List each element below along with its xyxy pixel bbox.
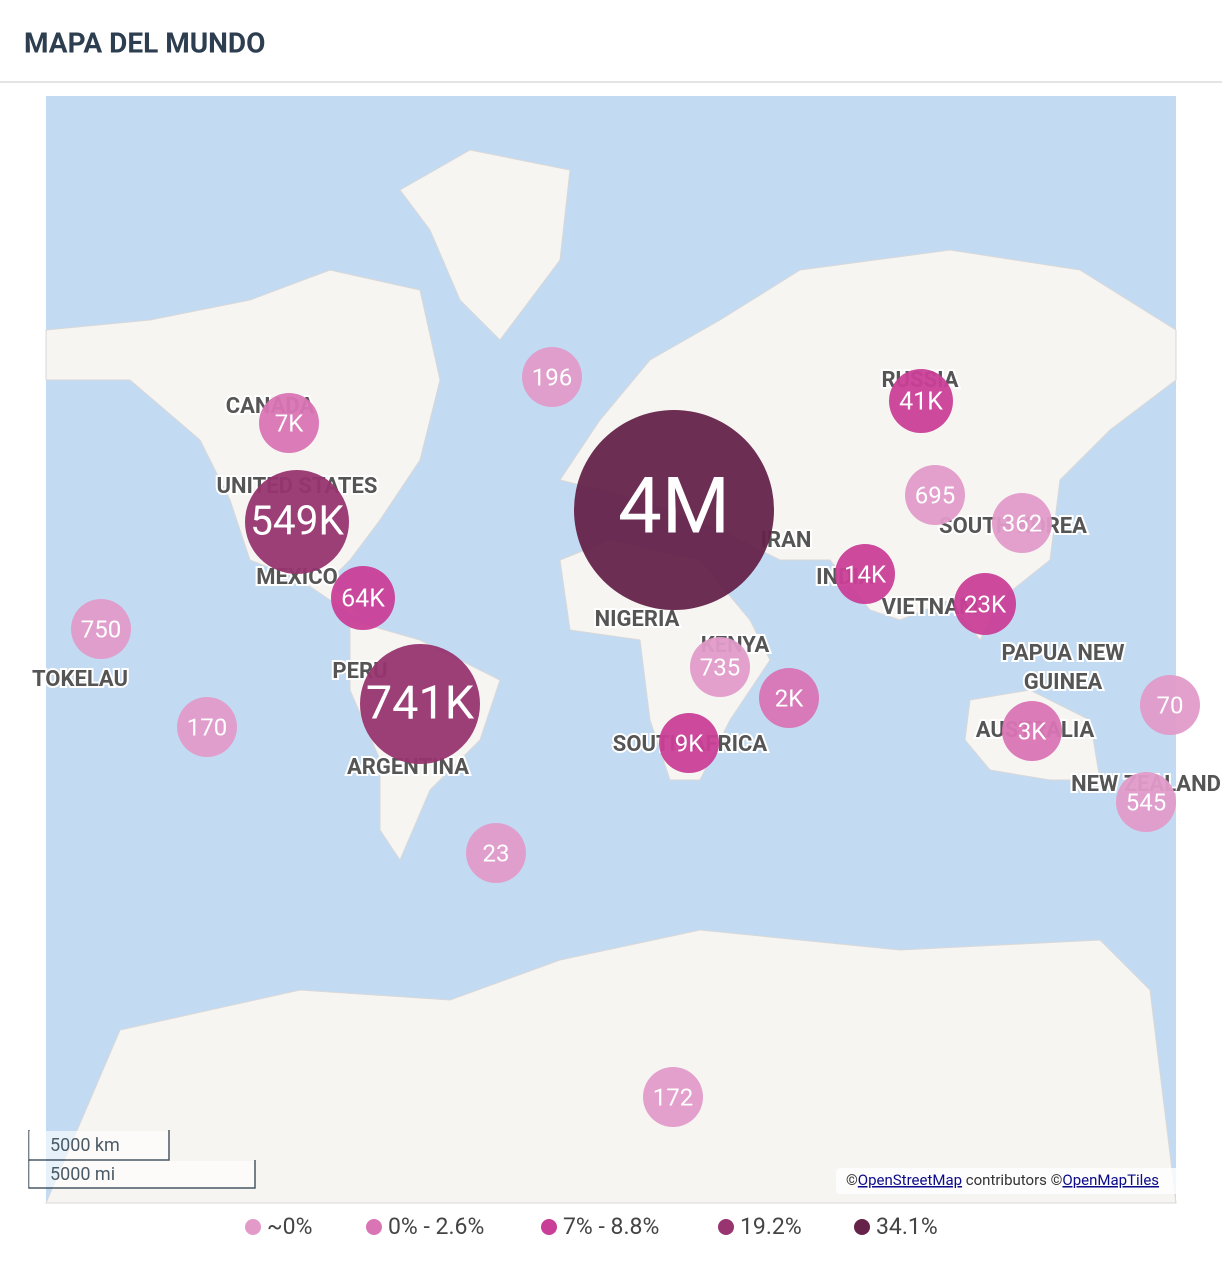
bubble[interactable]: 23K [954, 573, 1016, 635]
bubble-label[interactable]: 9K [675, 729, 704, 757]
bubble[interactable]: 23 [466, 823, 526, 883]
bubble[interactable]: 549K [245, 470, 349, 574]
scale-label: 5000 mi [50, 1164, 115, 1185]
bubble-circle[interactable] [1140, 675, 1200, 735]
attribution-text: © [846, 1171, 858, 1189]
bubble-label[interactable]: 196 [532, 363, 572, 391]
bubble-circle[interactable] [331, 566, 395, 630]
bubble-circle[interactable] [835, 544, 895, 604]
land [399, 149, 571, 341]
bubble[interactable]: 196 [522, 347, 582, 407]
bubble[interactable]: 7K [259, 393, 319, 453]
country-label: TOKELAU [32, 667, 128, 692]
bubble-label[interactable]: 545 [1126, 788, 1166, 816]
bubble[interactable]: 545 [1116, 772, 1176, 832]
bubble-label[interactable]: 170 [187, 713, 227, 741]
bubble-label[interactable]: 172 [653, 1083, 693, 1111]
bubble-label[interactable]: 695 [915, 481, 955, 509]
bubble[interactable]: 735 [690, 637, 750, 697]
bubble[interactable]: 9K [659, 713, 719, 773]
bubble-label[interactable]: 3K [1018, 717, 1047, 745]
legend-label[interactable]: 7% - 8.8% [563, 1213, 659, 1240]
bubble[interactable]: 362 [992, 493, 1052, 553]
bubble[interactable]: 64K [331, 566, 395, 630]
bubble-circle[interactable] [889, 369, 953, 433]
legend-swatch[interactable] [854, 1219, 870, 1235]
legend-item[interactable]: 34.1% [854, 1213, 938, 1240]
legend-swatch[interactable] [366, 1219, 382, 1235]
bubble[interactable]: 741K [360, 644, 480, 764]
scale-label: 5000 km [50, 1135, 120, 1156]
legend-label[interactable]: 0% - 2.6% [388, 1213, 484, 1240]
bubble-label[interactable]: 2K [775, 684, 804, 712]
bubble-circle[interactable] [466, 823, 526, 883]
bubble[interactable]: 3K [1002, 701, 1062, 761]
legend-label[interactable]: 19.2% [740, 1213, 802, 1240]
bubble-circle[interactable] [259, 393, 319, 453]
title: MAPA DEL MUNDO [24, 26, 265, 59]
bubble-circle[interactable] [905, 465, 965, 525]
country-label: PAPUA NEW [1001, 641, 1124, 666]
bubble-label[interactable]: 23 [483, 839, 510, 867]
bubble-circle[interactable] [992, 493, 1052, 553]
attribution: ©OpenStreetMap contributors ©OpenMapTile… [846, 1171, 1159, 1189]
bubble[interactable]: 41K [889, 369, 953, 433]
bubble-circle[interactable] [522, 347, 582, 407]
bubble-circle[interactable] [177, 697, 237, 757]
legend-item[interactable]: 7% - 8.8% [541, 1213, 659, 1240]
bubble[interactable]: 4M [574, 410, 774, 610]
bubble-circle[interactable] [245, 470, 349, 574]
bubble-label[interactable]: 7K [275, 409, 304, 437]
bubble-circle[interactable] [1002, 701, 1062, 761]
land [45, 929, 1177, 1204]
bubble-circle[interactable] [954, 573, 1016, 635]
bubble[interactable]: 750 [71, 599, 131, 659]
bubble[interactable]: 70 [1140, 675, 1200, 735]
bubble[interactable]: 172 [643, 1067, 703, 1127]
legend-item[interactable]: 0% - 2.6% [366, 1213, 484, 1240]
legend-swatch[interactable] [718, 1219, 734, 1235]
attribution-text: contributors © [962, 1171, 1063, 1189]
bubble-label[interactable]: 70 [1157, 691, 1184, 719]
bubble-circle[interactable] [759, 668, 819, 728]
bubble[interactable]: 695 [905, 465, 965, 525]
bubble-label[interactable]: 41K [899, 388, 943, 417]
bubble-label[interactable]: 4M [618, 462, 730, 553]
legend-swatch[interactable] [541, 1219, 557, 1235]
bubble-label[interactable]: 362 [1002, 509, 1042, 537]
bubble-circle[interactable] [659, 713, 719, 773]
country-label: GUINEA [1024, 670, 1103, 695]
bubble-circle[interactable] [643, 1067, 703, 1127]
bubble-circle[interactable] [71, 599, 131, 659]
legend-item[interactable]: 19.2% [718, 1213, 802, 1240]
attribution-link[interactable]: OpenMapTiles [1062, 1171, 1159, 1189]
bubble-label[interactable]: 23K [964, 590, 1007, 618]
scale-bg [29, 1161, 254, 1187]
bubble-label[interactable]: 750 [81, 615, 121, 643]
attribution-bg [836, 1168, 1192, 1194]
bubble-label[interactable]: 64K [341, 585, 385, 614]
bubble[interactable]: 2K [759, 668, 819, 728]
country-label: NIGERIA [595, 607, 680, 632]
bubble-circle[interactable] [360, 644, 480, 764]
bubble-circle[interactable] [690, 637, 750, 697]
bubble-label[interactable]: 735 [700, 653, 740, 681]
scale-bg [29, 1131, 168, 1159]
attribution-link[interactable]: OpenStreetMap [858, 1171, 962, 1189]
legend-label[interactable]: ~0% [267, 1213, 312, 1240]
bubble-label[interactable]: 14K [844, 560, 887, 588]
legend-swatch[interactable] [245, 1219, 261, 1235]
bubble-label[interactable]: 741K [366, 676, 475, 730]
bubble[interactable]: 14K [835, 544, 895, 604]
legend-label[interactable]: 34.1% [876, 1213, 938, 1240]
legend-item[interactable]: ~0% [245, 1213, 312, 1240]
bubble[interactable]: 170 [177, 697, 237, 757]
bubble-circle[interactable] [1116, 772, 1176, 832]
bubble-label[interactable]: 549K [250, 497, 344, 545]
bubble-circle[interactable] [574, 410, 774, 610]
